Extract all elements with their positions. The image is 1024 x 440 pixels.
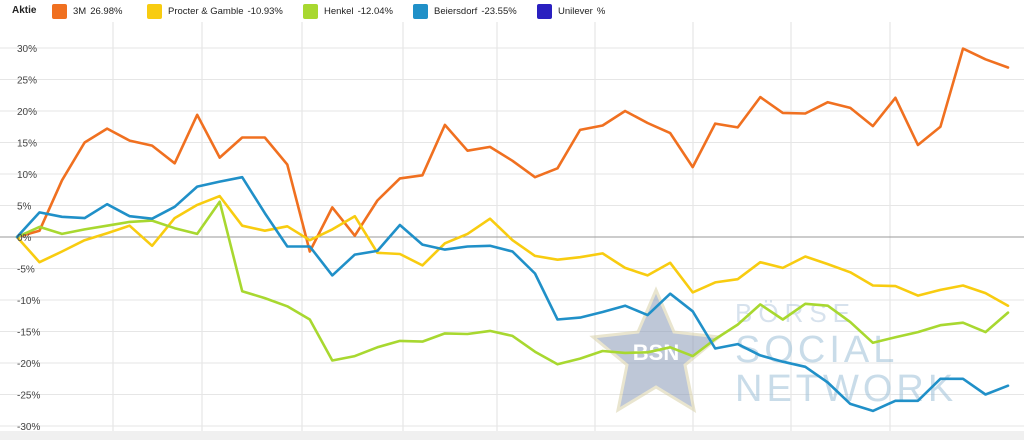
y-tick-label: -30% <box>17 422 40 433</box>
legend-swatch <box>537 3 552 19</box>
legend-item-procter-gamble[interactable]: Procter & Gamble -10.93% <box>147 3 283 19</box>
y-tick-label: 30% <box>17 44 37 55</box>
legend-value: -12.04% <box>357 5 393 17</box>
legend-swatch <box>52 3 67 19</box>
chart-legend: Aktie 3M 26.98% Procter & Gamble -10.93% H… <box>0 0 1024 22</box>
series-line-henkel[interactable] <box>15 200 1010 366</box>
legend-value: -10.93% <box>247 5 283 17</box>
y-tick-label: -15% <box>17 328 40 339</box>
legend-label: Beiersdorf <box>434 5 478 17</box>
watermark-line3: NETWORK <box>735 368 957 410</box>
legend-value: 26.98% <box>90 5 123 17</box>
legend-label: Procter & Gamble <box>168 5 244 17</box>
legend-swatch <box>303 3 318 19</box>
y-axis-ticks: 30% 25% 20% 15% 10% 5% 0% -5% -10% -15% -20% -25% -3… <box>17 44 40 433</box>
legend-swatch <box>147 3 162 19</box>
bsn-watermark: BSN BÖRSE SOCIAL NETWORK <box>589 286 957 414</box>
legend-item-beiersdorf[interactable]: Beiersdorf -23.55% <box>413 3 517 19</box>
series-lines <box>15 47 1010 413</box>
legend-value: -23.55% <box>481 5 517 17</box>
series-line-beiersdorf[interactable] <box>15 175 1010 413</box>
y-tick-label: 15% <box>17 139 37 150</box>
legend-item-henkel[interactable]: Henkel -12.04% <box>303 3 393 19</box>
legend-label: Henkel <box>324 5 354 17</box>
y-tick-label: -25% <box>17 391 40 402</box>
watermark-line2: SOCIAL <box>735 329 898 371</box>
series-line-3m[interactable] <box>15 47 1010 253</box>
y-tick-label: 0% <box>17 233 32 244</box>
legend-title: Aktie <box>12 5 37 16</box>
legend-item-unilever[interactable]: Unilever% <box>537 3 605 19</box>
legend-label: Unilever <box>558 5 593 17</box>
series-line-procter-gamble[interactable] <box>15 194 1010 308</box>
legend-label: 3M <box>73 5 87 17</box>
legend-value: % <box>596 5 606 17</box>
y-tick-label: 25% <box>17 76 37 87</box>
legend-item-3m[interactable]: 3M 26.98% <box>52 3 122 19</box>
y-tick-label: -20% <box>17 359 40 370</box>
grid <box>0 22 1024 431</box>
y-tick-label: -10% <box>17 296 40 307</box>
y-tick-label: 10% <box>17 170 37 181</box>
legend-swatch <box>413 3 428 19</box>
y-tick-label: -5% <box>17 265 35 276</box>
y-tick-label: 5% <box>17 202 32 213</box>
y-tick-label: 20% <box>17 107 37 118</box>
horizontal-scrollbar[interactable] <box>0 431 1024 440</box>
